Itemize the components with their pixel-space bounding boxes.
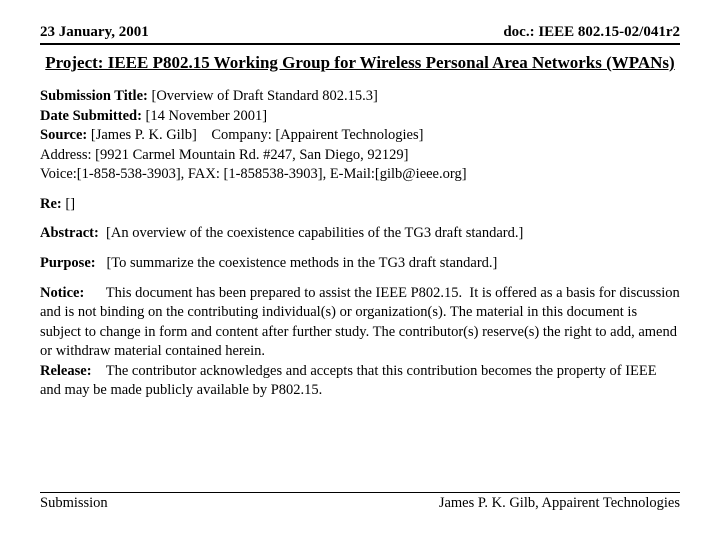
content: Submission Title: [Overview of Draft Sta… [40,87,680,401]
footer: Submission James P. K. Gilb, Appairent T… [40,492,680,512]
re-block: Re: [] [40,195,680,215]
purpose-label: Purpose: [40,255,96,271]
source-line: Source: [James P. K. Gilb] Company: [App… [40,126,680,146]
notice-block: Notice: This document has been prepared … [40,284,680,362]
date-submitted-label: Date Submitted: [40,108,142,124]
header-doc: doc.: IEEE 802.15-02/041r2 [503,24,680,41]
abstract-block: Abstract: [An overview of the coexistenc… [40,224,680,244]
re-label: Re: [40,196,62,212]
date-submitted-value: [14 November 2001] [142,108,267,124]
notice-label: Notice: [40,285,84,301]
release-label: Release: [40,363,92,379]
release-block: Release: The contributor acknowledges an… [40,362,680,401]
notice-value: This document has been prepared to assis… [40,285,683,360]
header-date: 23 January, 2001 [40,24,149,41]
release-value: The contributor acknowledges and accepts… [40,363,660,399]
address-line: Address: [9921 Carmel Mountain Rd. #247,… [40,146,680,166]
header: 23 January, 2001 doc.: IEEE 802.15-02/04… [40,24,680,45]
contact-line: Voice:[1-858-538-3903], FAX: [1-858538-3… [40,165,680,185]
submission-title-line: Submission Title: [Overview of Draft Sta… [40,87,680,107]
project-title: Project: IEEE P802.15 Working Group for … [40,53,680,73]
source-label: Source: [40,127,87,143]
abstract-label: Abstract: [40,225,99,241]
abstract-value: [An overview of the coexistence capabili… [99,225,524,241]
submission-title-value: [Overview of Draft Standard 802.15.3] [148,88,378,104]
date-submitted-line: Date Submitted: [14 November 2001] [40,107,680,127]
footer-line: Submission James P. K. Gilb, Appairent T… [40,492,680,512]
source-value: [James P. K. Gilb] Company: [Appairent T… [87,127,423,143]
re-value: [] [62,196,75,212]
purpose-value: [To summarize the coexistence methods in… [96,255,498,271]
submission-block: Submission Title: [Overview of Draft Sta… [40,87,680,185]
purpose-block: Purpose: [To summarize the coexistence m… [40,254,680,274]
footer-left: Submission [40,495,108,512]
footer-right: James P. K. Gilb, Appairent Technologies [439,495,680,512]
submission-title-label: Submission Title: [40,88,148,104]
